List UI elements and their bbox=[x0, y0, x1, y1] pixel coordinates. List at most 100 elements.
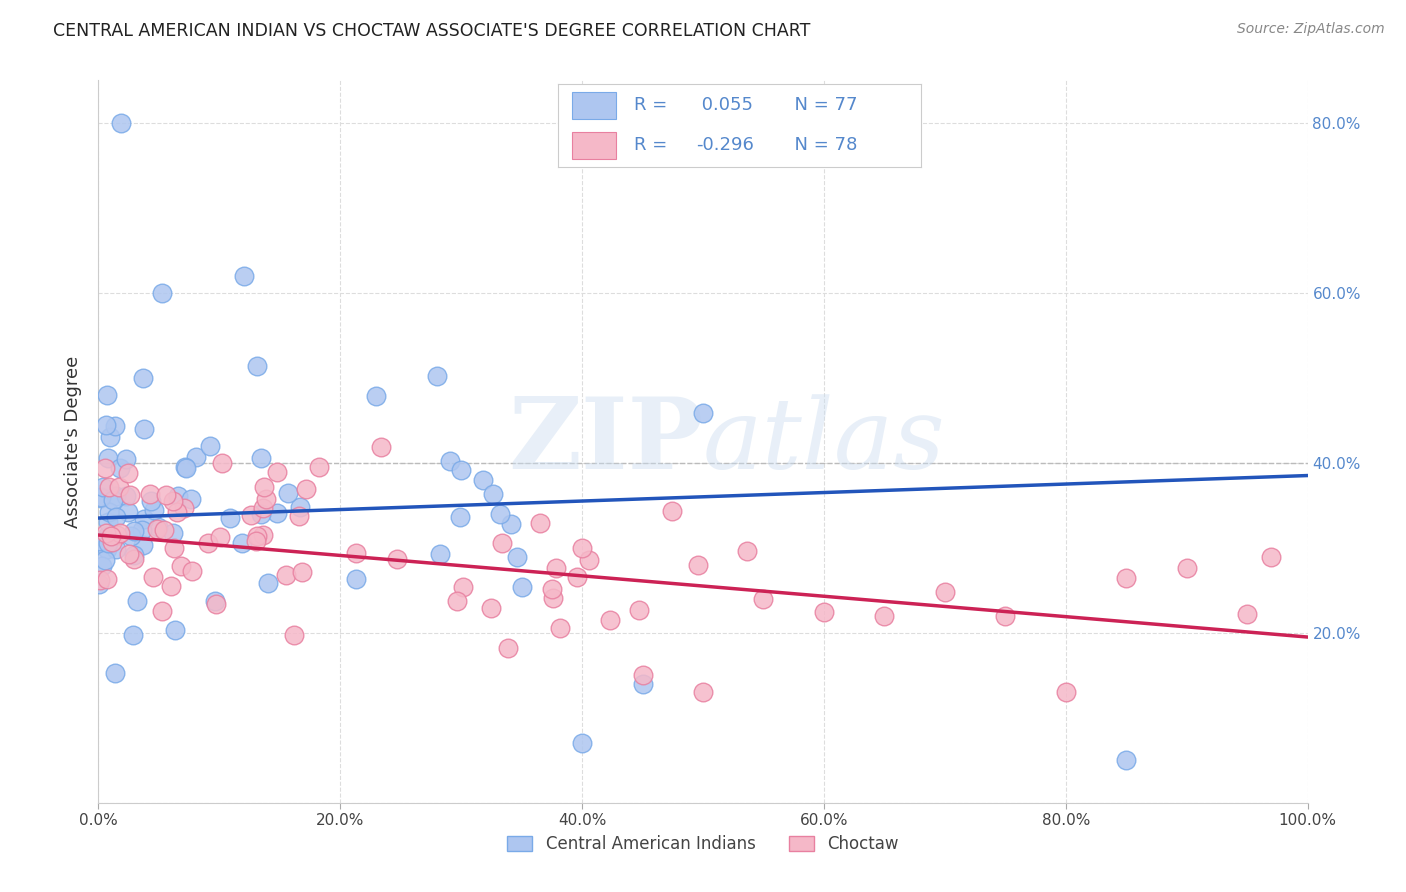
Point bbox=[122, 628, 145, 642]
Point bbox=[661, 503, 683, 517]
Point bbox=[165, 623, 187, 637]
Point bbox=[1054, 685, 1077, 699]
Point bbox=[239, 508, 262, 522]
Point bbox=[451, 580, 474, 594]
Point bbox=[100, 529, 122, 543]
Point bbox=[295, 482, 318, 496]
Point bbox=[253, 480, 276, 494]
Point bbox=[98, 480, 121, 494]
Point bbox=[631, 677, 654, 691]
Point bbox=[104, 419, 127, 434]
Point bbox=[266, 466, 288, 480]
Point bbox=[752, 591, 775, 606]
Point bbox=[491, 536, 513, 550]
Point bbox=[134, 511, 156, 525]
Point bbox=[131, 371, 153, 385]
Point bbox=[344, 572, 367, 586]
Point bbox=[104, 666, 127, 681]
Point bbox=[114, 489, 136, 503]
Point bbox=[578, 553, 600, 567]
Point bbox=[450, 463, 472, 477]
Point bbox=[167, 489, 190, 503]
Point bbox=[101, 492, 124, 507]
Point bbox=[1236, 607, 1258, 622]
Point bbox=[105, 527, 128, 541]
Point bbox=[94, 461, 117, 475]
Point bbox=[96, 529, 118, 543]
Point bbox=[97, 450, 120, 465]
Point bbox=[89, 577, 111, 591]
Point bbox=[288, 500, 311, 515]
Y-axis label: Associate's Degree: Associate's Degree bbox=[65, 355, 83, 528]
Point bbox=[219, 511, 242, 525]
Point bbox=[146, 520, 169, 534]
Point bbox=[181, 564, 204, 578]
Point bbox=[96, 388, 118, 402]
Point bbox=[143, 503, 166, 517]
Point bbox=[124, 548, 146, 562]
Point bbox=[110, 116, 132, 130]
Point bbox=[97, 535, 120, 549]
Point bbox=[266, 507, 288, 521]
Point bbox=[571, 736, 593, 750]
Point bbox=[104, 489, 127, 503]
Point bbox=[150, 603, 173, 617]
Point bbox=[439, 454, 461, 468]
Point bbox=[94, 526, 117, 541]
Point bbox=[110, 461, 132, 475]
Point bbox=[93, 480, 115, 494]
Point bbox=[385, 552, 408, 566]
Point bbox=[93, 552, 115, 566]
Point bbox=[364, 389, 387, 403]
Point bbox=[540, 582, 562, 596]
Point bbox=[162, 541, 184, 555]
Point bbox=[692, 406, 714, 420]
Point bbox=[139, 493, 162, 508]
Point bbox=[529, 516, 551, 531]
Point bbox=[449, 509, 471, 524]
Point bbox=[692, 685, 714, 699]
Point bbox=[89, 573, 111, 587]
Point bbox=[599, 613, 621, 627]
Point bbox=[101, 535, 124, 549]
Point bbox=[571, 541, 593, 555]
Point bbox=[370, 440, 392, 454]
Text: Source: ZipAtlas.com: Source: ZipAtlas.com bbox=[1237, 22, 1385, 37]
Point bbox=[162, 526, 184, 541]
Point bbox=[90, 559, 112, 574]
Point bbox=[131, 523, 153, 537]
Text: CENTRAL AMERICAN INDIAN VS CHOCTAW ASSOCIATE'S DEGREE CORRELATION CHART: CENTRAL AMERICAN INDIAN VS CHOCTAW ASSOC… bbox=[53, 22, 811, 40]
Point bbox=[246, 529, 269, 543]
Point bbox=[274, 567, 297, 582]
Point bbox=[121, 529, 143, 543]
Point bbox=[197, 536, 219, 550]
Point bbox=[90, 491, 112, 506]
Point bbox=[488, 507, 510, 521]
Point bbox=[118, 488, 141, 502]
Point bbox=[162, 493, 184, 508]
Point bbox=[479, 601, 502, 615]
Point bbox=[873, 609, 896, 624]
Point bbox=[89, 534, 111, 549]
Point bbox=[994, 608, 1017, 623]
Point bbox=[184, 450, 207, 464]
Point bbox=[211, 456, 233, 470]
Point bbox=[429, 547, 451, 561]
Point bbox=[142, 570, 165, 584]
Point bbox=[934, 584, 956, 599]
Point bbox=[155, 487, 177, 501]
Point bbox=[94, 417, 117, 432]
Point bbox=[98, 430, 121, 444]
Point bbox=[426, 368, 449, 383]
Point bbox=[628, 603, 651, 617]
Point bbox=[125, 594, 148, 608]
Point bbox=[283, 628, 305, 642]
Point bbox=[252, 501, 274, 516]
Point bbox=[246, 359, 269, 373]
Point bbox=[546, 560, 568, 574]
Point bbox=[96, 541, 118, 556]
Point bbox=[108, 525, 131, 540]
Point bbox=[97, 515, 120, 529]
Point bbox=[541, 591, 564, 606]
Point bbox=[344, 546, 367, 560]
